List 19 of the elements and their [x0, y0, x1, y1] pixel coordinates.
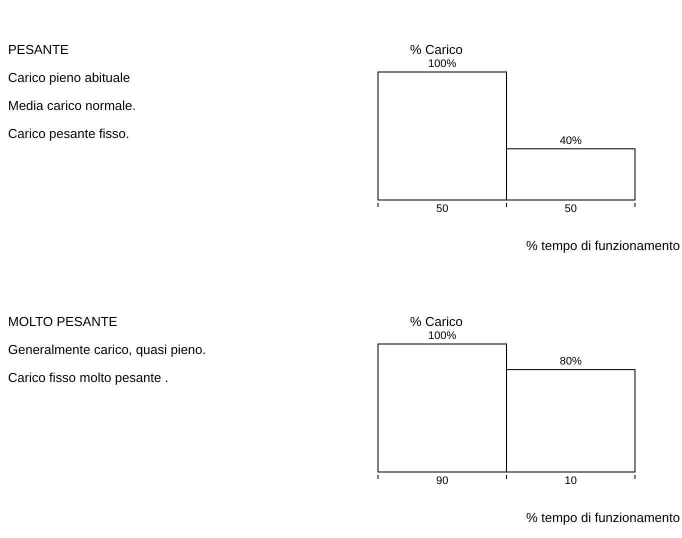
text: MOLTO PESANTE — [8, 314, 118, 329]
x-tick-label: 90 — [436, 475, 448, 487]
x-tick-label: 50 — [564, 203, 577, 215]
y-axis-title: % Carico — [410, 314, 463, 329]
x-axis-title: % tempo di funzionamento — [526, 510, 680, 525]
text: Generalmente carico, quasi pieno. — [8, 342, 206, 357]
text: Carico fisso molto pesante . — [8, 370, 168, 385]
y-axis-title: % Carico — [410, 42, 463, 57]
data-label: 100% — [428, 58, 457, 70]
text: PESANTE — [8, 42, 70, 57]
x-axis-title: % tempo di funzionamento — [526, 238, 680, 253]
text: Carico pieno abituale — [8, 70, 130, 85]
data-label: 40% — [560, 134, 582, 147]
data-label: 100% — [428, 330, 457, 342]
x-tick-label: 50 — [436, 203, 448, 215]
text: Media carico normale. — [8, 98, 136, 113]
x-tick-label: 10 — [564, 475, 577, 487]
data-label: 80% — [560, 356, 582, 368]
text: Carico pesante fisso. — [8, 126, 130, 141]
